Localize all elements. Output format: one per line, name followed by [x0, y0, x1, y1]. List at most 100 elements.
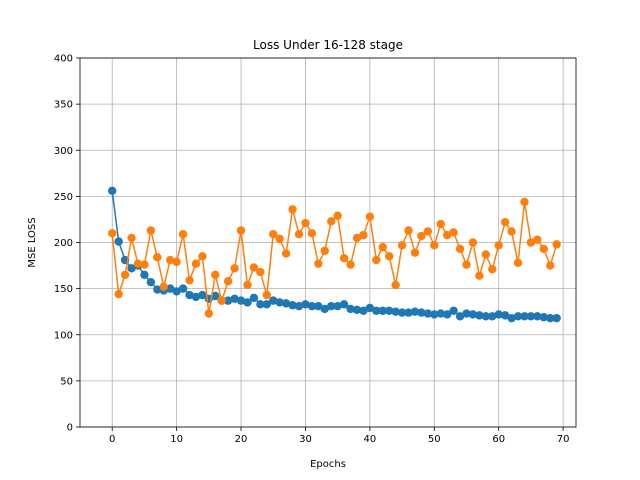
data-point	[211, 291, 220, 301]
data-point	[500, 311, 510, 320]
data-point	[320, 304, 329, 314]
data-point	[552, 313, 561, 323]
data-point	[191, 292, 201, 302]
y-tick-label: 400	[54, 54, 73, 65]
data-point	[314, 259, 323, 268]
data-point	[391, 307, 400, 316]
data-point	[442, 310, 452, 319]
data-point	[384, 252, 394, 261]
data-point	[397, 241, 407, 250]
data-point	[436, 309, 445, 318]
data-point	[436, 219, 445, 229]
data-point	[417, 231, 426, 241]
data-point	[500, 218, 510, 227]
chart-title: Loss Under 16-128 stage	[253, 38, 403, 52]
data-point	[159, 282, 168, 291]
data-point	[307, 229, 317, 238]
data-point	[520, 312, 529, 321]
x-tick-label: 0	[109, 434, 115, 445]
x-tick-label: 50	[428, 434, 441, 445]
data-point	[262, 290, 272, 300]
y-tick-label: 250	[54, 192, 73, 203]
data-point	[307, 301, 317, 311]
data-point	[462, 260, 471, 269]
data-point	[339, 300, 349, 309]
data-point	[462, 309, 471, 318]
data-point	[552, 240, 561, 249]
data-point	[204, 309, 214, 318]
data-point	[533, 235, 542, 244]
data-point	[198, 252, 207, 261]
data-point	[301, 300, 310, 309]
data-point	[520, 197, 529, 207]
data-point	[507, 227, 516, 236]
data-point	[546, 313, 555, 323]
ticks: 0 10 20 30 40 50 60 70 0 50 100 150 200 250 300 350 400	[54, 54, 570, 446]
data-point	[211, 270, 220, 279]
data-point	[114, 237, 123, 246]
data-point	[481, 250, 491, 259]
data-point	[327, 217, 336, 226]
data-point	[262, 300, 272, 309]
data-point	[339, 253, 349, 263]
y-tick-label: 100	[54, 330, 73, 341]
data-point	[513, 312, 523, 321]
y-tick-label: 300	[54, 146, 73, 157]
data-point	[185, 276, 194, 285]
x-tick-label: 60	[492, 434, 505, 445]
data-point	[165, 255, 175, 265]
data-point	[417, 308, 426, 317]
data-point	[294, 229, 304, 239]
data-point	[533, 312, 542, 321]
data-point	[127, 233, 136, 243]
y-tick-label: 150	[54, 284, 73, 295]
data-point	[359, 306, 368, 315]
data-point	[140, 260, 149, 269]
data-point	[223, 277, 233, 286]
x-tick-label: 40	[364, 434, 377, 445]
data-point	[256, 267, 265, 277]
y-tick-label: 200	[54, 238, 73, 249]
data-point	[294, 301, 304, 311]
data-point	[108, 229, 117, 238]
data-point	[352, 233, 362, 243]
data-point	[217, 296, 226, 305]
data-point	[178, 284, 188, 293]
data-point	[539, 244, 548, 254]
data-point	[468, 238, 478, 247]
data-point	[146, 277, 156, 287]
data-point	[327, 301, 336, 311]
data-point	[243, 298, 252, 307]
data-point	[378, 306, 387, 315]
data-point	[410, 248, 420, 257]
data-point	[236, 296, 246, 305]
data-point	[275, 234, 284, 244]
data-point	[352, 305, 362, 315]
data-point	[198, 290, 207, 300]
data-point	[423, 227, 433, 236]
data-point	[404, 308, 413, 317]
data-point	[449, 228, 458, 237]
data-point	[539, 313, 548, 322]
y-tick-label: 50	[60, 376, 73, 387]
series-line	[111, 201, 558, 315]
data-point	[230, 294, 239, 303]
data-point	[146, 226, 156, 235]
data-point	[526, 312, 536, 321]
data-point	[230, 264, 239, 273]
data-point	[120, 270, 130, 279]
series-layer	[108, 186, 561, 323]
data-point	[165, 284, 175, 293]
data-point	[442, 230, 452, 240]
y-axis-label: MSE LOSS	[27, 217, 38, 267]
data-point	[494, 241, 503, 250]
data-point	[423, 309, 433, 318]
data-point	[114, 289, 123, 299]
data-point	[468, 310, 478, 319]
data-point	[430, 310, 439, 319]
data-point	[275, 298, 284, 307]
data-point	[243, 280, 252, 290]
data-point	[281, 249, 291, 258]
data-point	[372, 255, 381, 265]
